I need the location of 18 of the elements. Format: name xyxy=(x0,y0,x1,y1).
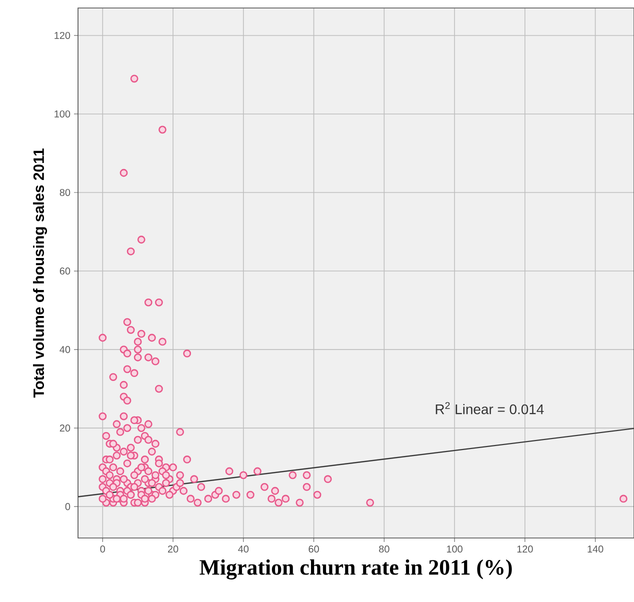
x-tick-label: 60 xyxy=(308,546,319,553)
y-tick-label: 120 xyxy=(54,32,70,39)
x-tick-label: 140 xyxy=(588,546,604,553)
x-tick-label: 120 xyxy=(517,546,533,553)
x-tick-label: 0 xyxy=(100,546,106,553)
y-tick-label: 60 xyxy=(60,268,70,275)
x-axis-title: Migration churn rate in 2011 (%) xyxy=(200,559,512,580)
y-tick-label: 20 xyxy=(60,424,70,432)
y-tick-label: 80 xyxy=(60,188,70,196)
x-tick-label: 20 xyxy=(168,546,178,553)
y-axis-title: Total volume of housing sales 2011 xyxy=(33,148,48,398)
y-tick-label: 100 xyxy=(54,110,70,118)
y-tick-label: 40 xyxy=(60,346,70,354)
y-tick-label: 0 xyxy=(65,503,70,510)
x-tick-label: 100 xyxy=(446,546,462,553)
x-tick-label: 40 xyxy=(238,546,249,553)
annotation: R$^{2}$ Linear = 0.014 xyxy=(436,402,544,414)
x-tick-label: 80 xyxy=(379,546,390,553)
